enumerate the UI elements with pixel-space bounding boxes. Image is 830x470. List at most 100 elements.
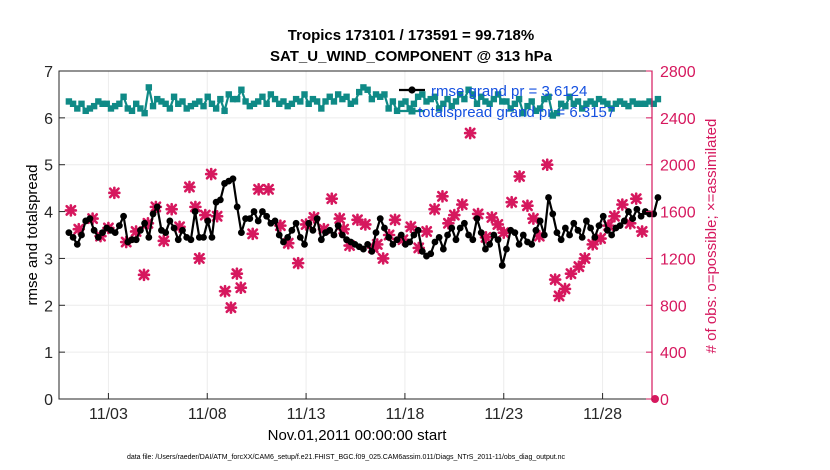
spread-marker [90,102,98,110]
obs-marker [198,208,212,222]
rmse-marker [179,226,186,234]
spread-marker [200,102,207,110]
spread-marker [469,91,477,98]
rmse-marker [301,240,308,248]
spread-marker [393,107,401,115]
y2-tick-label: 2000 [660,158,696,175]
spread-marker [612,100,620,107]
obs-marker [420,225,433,238]
rmse-marker [288,226,296,234]
obs-marker [505,195,518,209]
obs-marker [183,180,196,194]
obs-marker [404,220,418,234]
rmse-marker [162,229,170,237]
obs-marker [370,238,384,251]
obs-marker [629,192,643,205]
y-axis-left: 0 1 2 3 4 5 6 7 [44,64,65,409]
y-tick-label: 3 [44,251,53,268]
rmse-marker [246,215,254,223]
data-file-footer: data file: /Users/raeder/DAI/ATM_forcXX/… [127,454,566,461]
spread-marker [478,93,485,100]
rmse-marker [385,233,393,241]
rmse-marker [595,222,603,230]
rmse-marker [250,208,258,215]
rmse-marker [132,236,140,244]
rmse-marker [99,229,106,237]
obs-marker [521,199,534,213]
spread-marker [410,100,418,107]
rmse-marker [460,219,468,227]
rmse-marker [473,215,481,223]
obs-zero-marker [651,395,659,403]
obs-marker [343,239,356,252]
obs-series [64,126,659,403]
obs-marker [623,216,637,230]
spread-marker [162,100,169,107]
rmse-marker [604,226,611,234]
rmse-marker [511,229,519,237]
spread-marker [69,100,77,107]
spread-marker [604,100,611,107]
spread-marker [486,100,493,107]
spread-marker [309,95,317,103]
spread-marker [465,86,472,93]
obs-marker [442,216,455,230]
spread-marker [402,98,409,105]
spread-marker [170,93,178,100]
rmse-marker [540,231,548,239]
spread-marker [217,95,224,103]
spread-marker [179,98,186,105]
y-tick-label: 4 [44,205,53,222]
rmse-marker [545,194,552,201]
rmse-marker [557,236,565,244]
spread-marker [633,100,641,107]
rmse-marker [431,238,439,246]
obs-marker [129,225,143,238]
spread-marker [654,95,662,103]
rmse-marker [625,208,632,215]
obs-marker [616,198,629,211]
y2-tick-label: 0 [660,392,669,409]
legend-rmse-marker [408,86,416,94]
spread-marker [339,95,346,103]
rmse-marker [381,224,388,232]
obs-marker [608,209,621,223]
spread-marker [191,100,199,107]
obs-marker [230,267,244,280]
spread-marker [288,100,296,107]
obs-marker [578,252,592,265]
spread-marker [78,100,85,107]
spread-marker [520,109,527,117]
y-tick-label: 6 [44,111,53,128]
rmse-marker [216,196,224,204]
obs-marker [333,212,346,225]
rmse-marker [141,219,149,227]
obs-marker [471,207,485,221]
y-axis-label: rmse and totalspread [24,165,41,306]
rmse-marker [435,233,443,241]
rmse-marker [174,236,182,244]
rmse-marker [296,233,304,241]
y2-tick-label: 400 [660,345,687,362]
rmse-marker [330,231,338,239]
spread-marker [427,95,434,103]
rmse-marker [149,210,157,218]
rmse-marker [170,224,178,232]
spread-marker [267,91,275,98]
spread-marker [233,95,241,103]
obs-marker [204,167,218,181]
spread-marker [587,98,594,105]
rmse-marker [90,226,98,234]
spread-marker [566,93,573,100]
spread-marker [204,93,211,100]
spread-marker [385,105,392,112]
rmse-marker [187,236,195,244]
rmse-marker [410,231,418,239]
rmse-marker [292,219,300,227]
y-tick-label: 5 [44,158,53,175]
spread-marker [208,100,216,107]
rmse-marker [94,233,102,241]
obs-marker [281,236,295,250]
spread-marker [377,93,384,100]
